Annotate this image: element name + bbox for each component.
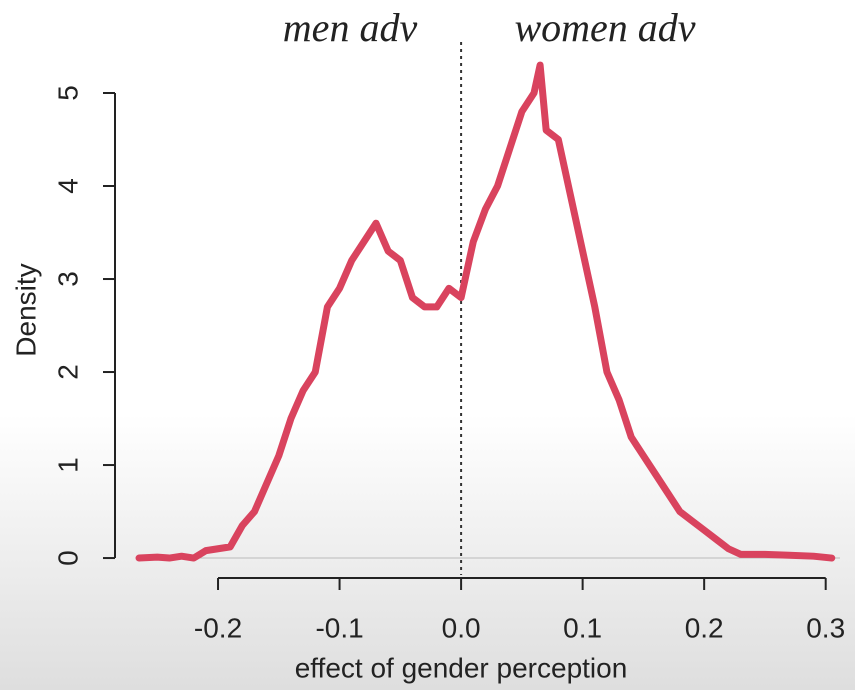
x-tick-label: 0.1 (563, 612, 602, 643)
y-tick-label: 2 (52, 364, 83, 380)
annotation: men adv (283, 5, 418, 50)
x-tick-label: 0.0 (442, 612, 481, 643)
y-tick-label: 3 (52, 271, 83, 287)
x-axis-title: effect of gender perception (295, 652, 628, 683)
y-tick-label: 1 (52, 457, 83, 473)
x-tick-label: 0.3 (806, 612, 845, 643)
density-line (135, 61, 836, 562)
x-tick-label: -0.1 (315, 612, 363, 643)
y-tick-label: 5 (52, 85, 83, 101)
y-axis-title: Density (10, 263, 41, 356)
y-tick-label: 4 (52, 178, 83, 194)
x-tick-label: 0.2 (685, 612, 724, 643)
y-tick-label: 0 (52, 550, 83, 566)
annotation: women adv (514, 5, 695, 50)
x-tick-label: -0.2 (194, 612, 242, 643)
